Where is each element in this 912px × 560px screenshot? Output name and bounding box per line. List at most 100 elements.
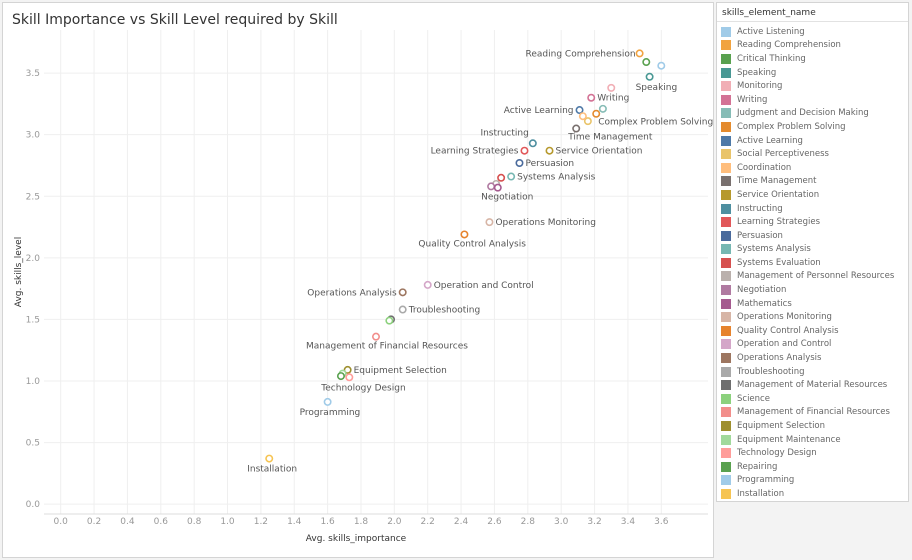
point-label: Negotiation [481,192,533,202]
legend-swatch [721,203,731,214]
data-point [336,372,345,381]
legend-item[interactable]: Learning Strategies [717,215,908,229]
legend-item[interactable]: Troubleshooting [717,365,908,379]
point-label: Systems Analysis [517,173,596,183]
data-point [323,397,332,406]
legend-label: Learning Strategies [737,217,821,228]
point-label: Installation [247,465,297,475]
legend-item[interactable]: Complex Problem Solving [717,120,908,134]
data-point [493,183,502,192]
legend-item[interactable]: Management of Personnel Resources [717,270,908,284]
data-point [385,316,394,325]
y-tick-label: 2.0 [26,254,41,264]
data-point [515,159,524,168]
x-tick-label: 2.0 [387,517,402,527]
legend-label: Active Learning [737,135,803,146]
data-point [587,93,596,102]
legend-item[interactable]: Monitoring [717,79,908,93]
legend-item[interactable]: Technology Design [717,446,908,460]
x-tick-label: 0.0 [54,517,69,527]
legend-swatch [721,393,731,404]
legend-item[interactable]: Equipment Maintenance [717,433,908,447]
legend-item[interactable]: Instructing [717,202,908,216]
legend-item[interactable]: Persuasion [717,229,908,243]
legend-item[interactable]: Writing [717,93,908,107]
point-label: Technology Design [320,383,405,393]
legend-swatch [721,189,731,200]
legend-label: Operations Analysis [737,353,822,364]
legend-swatch [721,230,731,241]
legend-item[interactable]: Systems Analysis [717,243,908,257]
data-point [423,280,432,289]
data-point [485,218,494,227]
legend-item[interactable]: Reading Comprehension [717,39,908,53]
legend-item[interactable]: Operations Analysis [717,351,908,365]
legend-item[interactable]: Mathematics [717,297,908,311]
legend-label: Speaking [737,67,777,78]
x-tick-label: 3.6 [654,517,669,527]
legend-item[interactable]: Management of Financial Resources [717,406,908,420]
legend-swatch [721,312,731,323]
legend-item[interactable]: Programming [717,474,908,488]
legend-item[interactable]: Judgment and Decision Making [717,107,908,121]
legend-item[interactable]: Systems Evaluation [717,256,908,270]
legend-item[interactable]: Repairing [717,460,908,474]
legend-item[interactable]: Active Listening [717,25,908,39]
data-point [607,83,616,92]
point-label: Management of Financial Resources [306,342,468,352]
y-tick-label: 2.5 [26,192,40,202]
data-point [642,58,651,67]
legend-label: Judgment and Decision Making [737,108,869,119]
legend-label: Technology Design [737,448,817,459]
y-tick-label: 1.0 [26,377,41,387]
x-tick-label: 3.4 [621,517,636,527]
data-point [345,373,354,382]
y-tick-label: 3.5 [26,69,40,79]
x-tick-label: 2.4 [454,517,469,527]
legend-item[interactable]: Social Perceptiveness [717,147,908,161]
data-point [398,288,407,297]
legend-panel: skills_element_name Active Listening Read… [716,2,909,502]
legend-item[interactable]: Time Management [717,175,908,189]
y-tick-label: 0.0 [26,500,41,510]
point-label: Instructing [480,128,528,138]
legend-swatch [721,366,731,377]
legend-item[interactable]: Speaking [717,66,908,80]
legend-swatch [721,448,731,459]
legend-swatch [721,421,731,432]
legend-label: Programming [737,475,795,486]
legend-item[interactable]: Installation [717,487,908,501]
legend-swatch [721,271,731,282]
legend-label: Service Orientation [737,189,820,200]
legend-item[interactable]: Operation and Control [717,338,908,352]
y-tick-label: 1.5 [26,315,40,325]
data-point [528,139,537,148]
legend-label: Troubleshooting [737,366,805,377]
legend-item[interactable]: Operations Monitoring [717,310,908,324]
point-label: Quality Control Analysis [418,239,526,249]
x-tick-label: 2.6 [487,517,502,527]
data-point [371,332,380,341]
legend-title: skills_element_name [717,3,908,22]
x-tick-label: 1.8 [354,517,369,527]
legend-swatch [721,176,731,187]
legend-item[interactable]: Service Orientation [717,188,908,202]
legend-label: Equipment Maintenance [737,434,841,445]
legend-item[interactable]: Science [717,392,908,406]
legend-item[interactable]: Management of Material Resources [717,378,908,392]
legend-item[interactable]: Critical Thinking [717,52,908,66]
legend-item[interactable]: Quality Control Analysis [717,324,908,338]
legend-item[interactable]: Active Learning [717,134,908,148]
legend-item[interactable]: Negotiation [717,283,908,297]
data-point [572,124,581,133]
legend-swatch [721,475,731,486]
legend-label: Monitoring [737,81,783,92]
legend-item[interactable]: Equipment Selection [717,419,908,433]
data-point [507,172,516,181]
legend-label: Management of Financial Resources [737,407,890,418]
legend-swatch [721,108,731,119]
data-point [265,454,274,463]
legend-item[interactable]: Coordination [717,161,908,175]
legend-swatch [721,67,731,78]
legend-label: Mathematics [737,298,792,309]
